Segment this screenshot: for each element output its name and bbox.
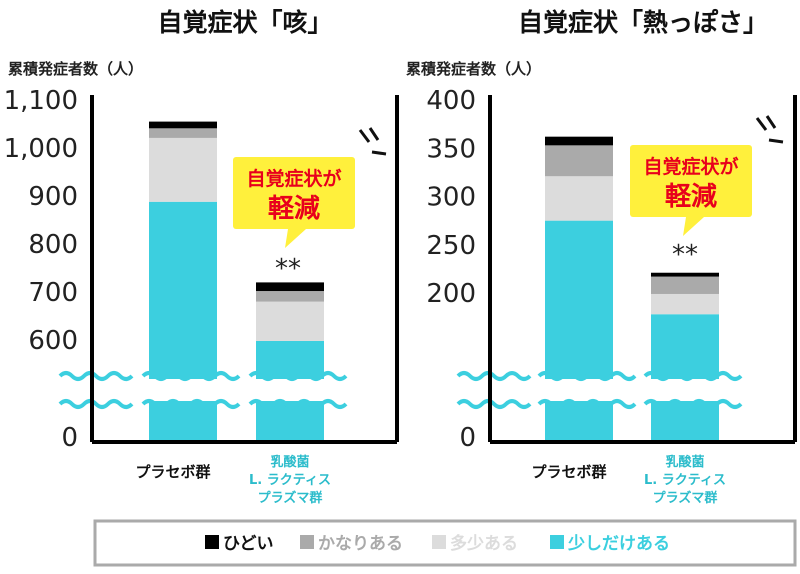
axis-break-wave [58,399,134,409]
bar-segment-ひどい [256,282,324,292]
callout-box [630,145,752,217]
bar-break-wave [141,399,241,409]
category-label: 乳酸菌 [270,454,309,470]
y-tick-label: 900 [28,182,78,212]
emphasis-mark [368,127,380,141]
axis-break-wave [58,371,134,381]
legend-label: 多少ある [450,533,518,554]
significance-marker: ** [275,254,301,284]
emphasis-mark [765,115,777,129]
y-tick-label: 600 [28,326,78,356]
axis-break-gap [57,379,397,401]
chart-panel-1: 自覚症状「咳」累積発症者数（人） 0 600 700 800 900 1,000 1,100 プ… [4,8,399,506]
bar-segment-ひどい [651,272,719,277]
bar-segment-少しだけある [149,201,217,442]
category-label: L. ラクティス [644,473,726,488]
y-tick-label: 250 [426,231,476,261]
bar-segment-かなりある [545,145,613,177]
legend: ひどい かなりある 多少ある 少しだけある [93,519,797,567]
legend-swatch [432,535,446,549]
y-tick-label: 300 [426,183,476,213]
bar-break-wave [643,399,743,409]
emphasis-mark [358,129,371,143]
bar-break-wave [248,399,348,409]
axis-break-gap [455,379,795,401]
y-tick-label: 0 [61,423,78,453]
bar-segment-かなりある [256,291,324,302]
y-axis-label: 累積発症者数（人） [8,60,143,78]
category-label: 乳酸菌 [665,454,704,470]
legend-swatch [205,535,219,549]
category-label: L. ラクティス [249,473,331,488]
axis-break-wave [456,371,532,381]
bar-break-wave [248,371,348,381]
callout-tail [683,217,704,236]
y-tick-label: 1,100 [4,86,78,116]
bar-break-wave [537,371,637,381]
y-tick-label: 800 [28,230,78,260]
bar-break-wave [537,399,637,409]
bar-segment-多少ある [149,137,217,202]
callout-box [233,157,355,229]
callout-text-line2: 軽減 [268,193,320,224]
bar-break-wave [141,371,241,381]
bar-segment-多少ある [256,301,324,341]
y-tick-label: 200 [426,279,476,309]
legend-swatch [550,535,564,549]
category-label: プラセボ群 [135,463,210,481]
chart-panel-2: 自覚症状「熱っぽさ」累積発症者数（人） 0 200 250 300 350 400 プラセボ群… [406,8,797,506]
emphasis-mark [755,117,768,131]
legend-label: 少しだけある [567,534,670,554]
bar-segment-多少ある [545,176,613,221]
bar-segment-ひどい [545,136,613,146]
y-tick-label: 350 [426,134,476,164]
y-axis-label: 累積発症者数（人） [406,60,541,78]
bar-segment-かなりある [149,128,217,138]
y-tick-label: 400 [426,86,476,116]
axis-break-wave [456,399,532,409]
callout-text-line2: 軽減 [665,181,717,212]
callout-tail [285,229,306,248]
emphasis-mark [371,150,387,156]
y-tick-label: 1,000 [4,134,78,164]
significance-marker: ** [672,240,698,270]
chart-title: 自覚症状「熱っぽさ」 [518,8,768,37]
legend-label: ひどい [223,534,274,554]
y-tick-label: 0 [459,423,476,453]
callout-text-line1: 自覚症状が [246,167,341,190]
callout-text-line1: 自覚症状が [643,155,738,178]
category-label: プラセボ群 [531,463,606,481]
category-label: プラズマ群 [653,490,718,506]
chart-title: 自覚症状「咳」 [157,8,332,37]
bar-break-wave [643,371,743,381]
y-tick-label: 700 [28,278,78,308]
category-label: プラズマ群 [258,490,323,506]
bar-segment-ひどい [149,121,217,129]
legend-swatch [300,535,314,549]
bar-segment-かなりある [651,276,719,294]
bar-segment-多少ある [651,293,719,315]
legend-label: かなりある [318,534,403,554]
emphasis-mark [768,138,784,144]
